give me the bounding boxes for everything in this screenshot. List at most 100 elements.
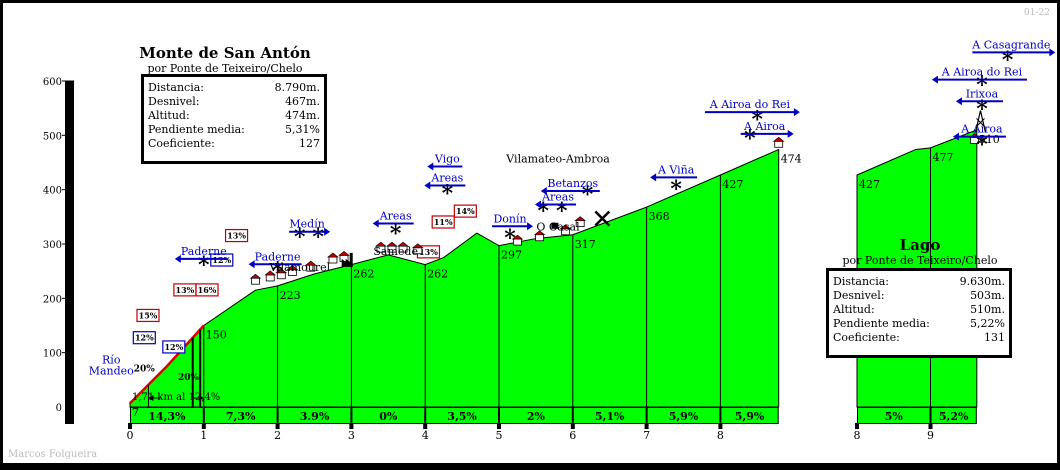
y-axis-ticks: 0 100 200 300 400 500 600 <box>43 77 74 414</box>
direction-arrowhead <box>248 260 255 269</box>
climb1-stats-box: Distancia: 8.790m. Desnivel: 467m. Altitud: 4… <box>141 74 327 164</box>
star-icon: * <box>582 182 594 208</box>
gradient-segment-label: 7,3% <box>226 410 256 423</box>
gradient-segment-label: 14,3% <box>148 410 186 423</box>
x-tick-mark <box>497 423 501 429</box>
x-axis-ticks: 0 1 2 3 4 5 6 7 8 8 9 <box>127 423 934 442</box>
x-tick-label: 8 <box>717 429 724 442</box>
direction-arrowhead <box>787 129 794 138</box>
gradient-box-frame <box>195 283 219 297</box>
gradient-box: 15% <box>136 308 160 323</box>
house-roof <box>275 268 288 274</box>
place-label: Areas <box>372 210 414 228</box>
stat-label: Distancia: <box>148 81 204 94</box>
y-tick-label: 100 <box>43 349 62 360</box>
gradient-box-label: 15% <box>139 310 158 320</box>
gradient-segment <box>858 408 930 423</box>
gradient-segment <box>721 408 778 423</box>
house-icon <box>772 136 785 148</box>
gradient-box: 12% <box>132 331 156 345</box>
distance-scale <box>857 424 977 428</box>
distance-note-bg <box>160 390 192 401</box>
y-tick-label: 0 <box>56 403 62 414</box>
steep-line <box>129 324 205 405</box>
place-name: Vilamateo-Ambroa <box>505 153 610 166</box>
gradient-segment-label: 5,1% <box>595 410 625 423</box>
house-icon <box>264 270 277 282</box>
climb1-stat-row: Distancia: 8.790m. <box>144 81 324 95</box>
direction-arrowhead <box>952 132 959 141</box>
place-name: Samede <box>373 245 418 258</box>
direction-arrowhead <box>793 108 800 117</box>
direction-arrowhead <box>931 75 938 84</box>
x-tick-label: 1 <box>200 429 207 442</box>
place-label: Vilamateo-Ambroa <box>505 153 610 166</box>
antenna-tower-icon <box>974 110 987 133</box>
elevation-label: 297 <box>501 249 522 262</box>
star-icon: * <box>670 177 682 203</box>
x-tick-label: 5 <box>496 429 503 442</box>
climb1-stat-row: Desnivel: 467m. <box>144 95 324 109</box>
stat-value: 503m. <box>970 289 1005 302</box>
x-tick-mark <box>928 423 933 429</box>
stat-label: Desnivel: <box>148 95 200 108</box>
y-tick-label: 600 <box>43 77 62 88</box>
gradient-box-label: 13% <box>176 285 195 295</box>
credit-top: 01-22 <box>1024 8 1050 18</box>
elevation-label: 427 <box>722 178 743 191</box>
stat-label: Desnivel: <box>833 289 885 302</box>
place-label: A Airoa <box>952 123 1006 141</box>
distance-note-label: 1,71 km al 12,4% <box>132 392 220 403</box>
place-label: Areas <box>535 191 577 209</box>
gradient-box-label: 11% <box>434 217 453 227</box>
climb2-stat-row: Pendiente media: 5,22% <box>829 317 1009 331</box>
house-roof <box>327 252 339 258</box>
gradient-segment-label: 0% <box>379 410 398 423</box>
gradient-box: 12% <box>210 253 234 267</box>
gradient-box: 14% <box>453 204 477 218</box>
distance-note-arrowhead <box>148 395 154 401</box>
climb2-stat-row: Altitud: 510m. <box>829 303 1009 317</box>
stat-value: 9.630m. <box>959 275 1005 288</box>
place-name: Betanzos <box>547 177 598 190</box>
house-body <box>251 277 260 285</box>
place-label: A Viña <box>650 163 698 182</box>
x-tick-mark <box>570 423 575 429</box>
y-tick-label: 300 <box>43 240 62 251</box>
house-roof <box>338 251 350 256</box>
gradient-segment <box>131 408 203 423</box>
y-tick-label: 400 <box>43 186 62 197</box>
place-name: Areas <box>541 191 574 204</box>
place-label: Betanzos <box>540 177 600 195</box>
gradient-segment <box>647 408 720 423</box>
climb1-title: Monte de San Antón <box>139 44 311 62</box>
climb1-header: Monte de San Antón por Ponte de Teixeiro… <box>120 44 330 75</box>
star-icon: * <box>390 221 402 247</box>
place-name: Irixoa <box>966 87 999 100</box>
stat-label: Pendiente media: <box>148 123 245 136</box>
x-tick-label: 6 <box>569 429 576 442</box>
house-roof <box>375 241 387 247</box>
place-label: Areas <box>424 172 466 190</box>
house-roof <box>574 216 587 221</box>
star-icon: * <box>744 126 756 152</box>
tower-brace <box>976 118 985 127</box>
mine-icon <box>594 210 611 227</box>
steep-gradient-label: 20% <box>178 373 200 383</box>
climb1-subtitle: por Ponte de Teixeiro/Chelo <box>147 62 303 75</box>
house-roof <box>411 243 424 249</box>
gradient-box-label: 12% <box>212 255 231 265</box>
gradient-box-label: 12% <box>135 333 154 343</box>
place-label: Irixoa <box>955 87 1003 106</box>
gradient-segment <box>352 408 425 423</box>
gradient-segment-label: 2% <box>527 410 546 423</box>
distance-scale <box>130 424 779 428</box>
house-icon <box>286 265 299 276</box>
place-name: Vigo <box>434 153 460 166</box>
factory-icon <box>341 252 353 267</box>
climb2-title: Lago <box>899 236 941 254</box>
direction-arrowhead <box>427 162 434 171</box>
house-roof <box>397 241 409 247</box>
gradient-segment <box>500 408 572 423</box>
